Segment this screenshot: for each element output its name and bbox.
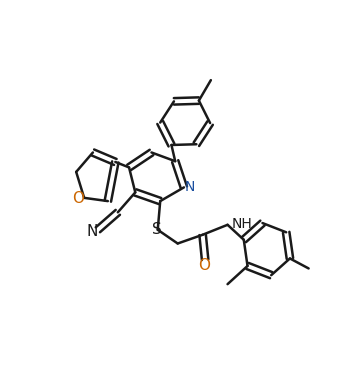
Text: S: S	[152, 221, 161, 237]
Text: O: O	[198, 258, 210, 273]
Text: N: N	[87, 224, 98, 239]
Text: N: N	[185, 180, 195, 194]
Text: NH: NH	[231, 217, 252, 231]
Text: O: O	[72, 191, 84, 206]
